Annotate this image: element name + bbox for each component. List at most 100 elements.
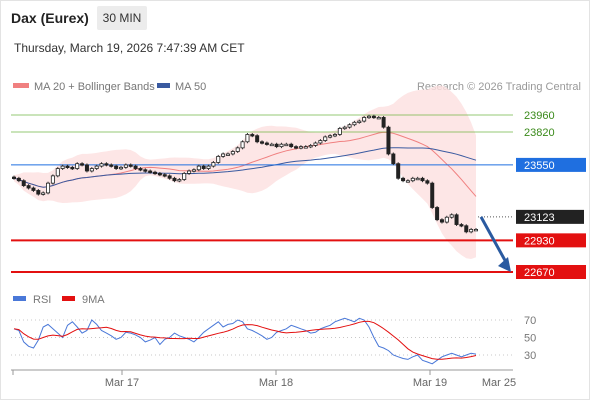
ma50-line (13, 147, 477, 188)
x-axis-label-2: Mar 19 (413, 377, 447, 389)
candle-down (371, 115, 376, 119)
rsi-level-label-50: 50 (524, 333, 536, 345)
resistance-label-23820: 23820 (524, 127, 555, 139)
x-axis-label-3: Mar 25 (482, 377, 516, 389)
candle-down (65, 165, 70, 169)
candle-down (289, 143, 294, 148)
candle-up (75, 163, 80, 169)
candle-up (352, 121, 357, 126)
ma50-legend-swatch (157, 83, 170, 88)
candle-up (245, 134, 250, 143)
candle-up (235, 147, 240, 152)
candle-up (240, 141, 245, 149)
candle-up (46, 182, 51, 194)
candle-down (401, 177, 406, 182)
candle-up (357, 120, 362, 123)
candle-up (444, 216, 449, 223)
last-price-badge (516, 209, 584, 224)
candle-down (133, 165, 138, 169)
candle-up (123, 164, 128, 168)
candle-down (128, 164, 133, 167)
last-price-label: 23123 (524, 212, 555, 224)
rsi-level-label-70: 70 (524, 315, 536, 327)
timeframe-badge[interactable]: 30 MIN (97, 6, 147, 30)
candle-up (376, 117, 381, 120)
candle-up (303, 146, 308, 149)
candle-up (216, 155, 221, 163)
candle-down (84, 164, 89, 172)
candle-down (70, 166, 75, 170)
candle-down (255, 135, 260, 143)
candle-up (347, 124, 352, 128)
candle-up (187, 170, 192, 174)
candle-down (435, 207, 440, 221)
candle-down (109, 164, 114, 167)
candle-up (328, 135, 333, 138)
candle-up (41, 192, 46, 195)
support-label-22670: 22670 (524, 267, 555, 279)
candle-up (89, 168, 94, 172)
candle-down (264, 142, 269, 145)
ma20-legend-swatch (13, 83, 29, 88)
rsi-legend-swatch (13, 296, 26, 301)
candle-down (114, 165, 119, 169)
candle-down (143, 169, 148, 172)
pivot-badge-23550 (516, 157, 586, 172)
candle-up (449, 214, 454, 218)
candle-up (177, 179, 182, 182)
candle-up (99, 163, 104, 167)
candle-up (55, 168, 60, 177)
candle-down (16, 177, 21, 182)
ma20-legend-label: MA 20 + Bollinger Bands (34, 81, 155, 93)
candle-up (298, 146, 303, 149)
candle-down (162, 174, 167, 177)
rsi-level-label-30: 30 (524, 350, 536, 362)
candle-down (167, 175, 172, 179)
candle-down (104, 163, 109, 166)
projection-arrow-shaft (479, 216, 509, 265)
candle-down (138, 168, 143, 171)
candle-down (21, 180, 26, 186)
candle-up (230, 151, 235, 155)
support-label-22930: 22930 (524, 235, 555, 247)
candle-down (148, 170, 153, 173)
candle-up (279, 143, 284, 148)
projection-arrow-head (498, 257, 511, 272)
candle-down (31, 187, 36, 191)
candle-down (153, 171, 158, 175)
rsi-ma-line (13, 320, 477, 360)
candle-down (425, 180, 430, 184)
candle-up (211, 162, 216, 167)
chart-datetime: Thursday, March 19, 2026 7:47:39 AM CET (14, 41, 245, 55)
candle-down (294, 146, 299, 149)
candle-up (318, 140, 323, 144)
candle-down (396, 163, 401, 179)
candle-up (221, 153, 226, 157)
candle-up (50, 175, 55, 184)
candle-down (420, 177, 425, 182)
candle-up (342, 126, 347, 130)
candle-up (410, 177, 415, 182)
support-badge-22670 (516, 265, 586, 279)
candle-down (274, 143, 279, 148)
candle-down (26, 185, 31, 189)
candle-up (367, 115, 372, 119)
ma50-legend-label: MA 50 (175, 81, 206, 93)
instrument-title: Dax (Eurex) (11, 10, 89, 26)
pivot-label-23550: 23550 (524, 160, 555, 172)
candle-up (118, 166, 123, 170)
candle-down (36, 190, 41, 195)
support-badge-22930 (516, 233, 586, 248)
copyright-text: Research © 2026 Trading Central (417, 81, 581, 93)
candle-up (362, 117, 367, 122)
candle-up (415, 177, 420, 181)
candle-up (313, 142, 318, 146)
candle-down (459, 224, 464, 227)
candle-down (454, 214, 459, 225)
rsi-ma-legend-label: 9MA (82, 294, 105, 306)
x-axis-label-0: Mar 17 (105, 377, 139, 389)
candle-down (260, 141, 265, 144)
candle-down (391, 153, 396, 165)
resistance-label-23960: 23960 (524, 110, 555, 122)
candle-up (60, 165, 65, 169)
